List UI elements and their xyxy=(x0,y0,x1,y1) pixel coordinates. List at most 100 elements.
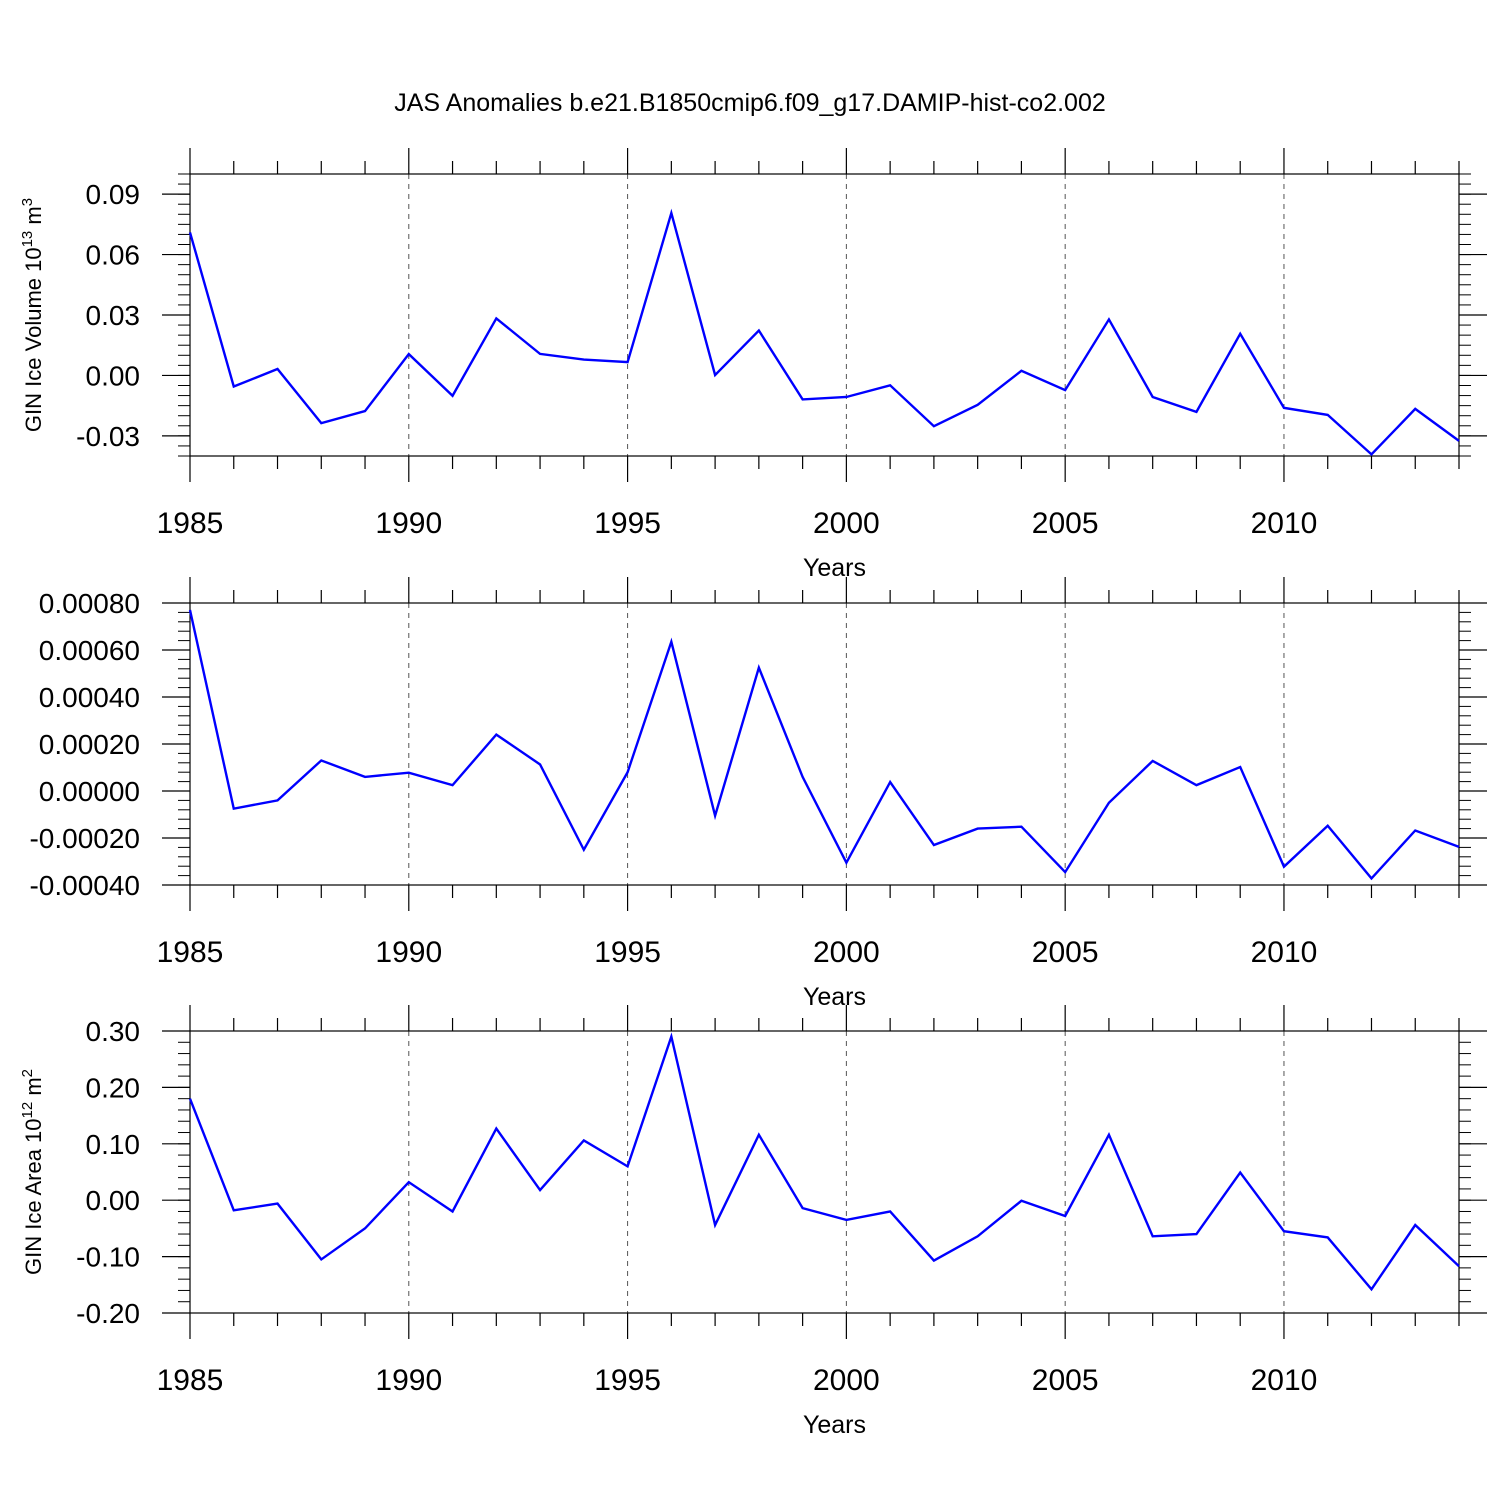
data-point xyxy=(277,368,279,370)
figure-title: JAS Anomalies b.e21.B1850cmip6.f09_g17.D… xyxy=(394,89,1106,117)
data-point xyxy=(933,1260,935,1262)
x-tick-label: 1995 xyxy=(594,1364,661,1397)
y-axis-unit-exponent: 12 xyxy=(19,1102,36,1119)
data-point xyxy=(364,1227,366,1229)
x-tick-label: 1995 xyxy=(594,936,661,969)
x-tick-label: 1990 xyxy=(375,1364,442,1397)
data-point xyxy=(1152,1235,1154,1237)
y-tick-label: 0.10 xyxy=(86,1129,141,1160)
x-tick-label: 2005 xyxy=(1032,1364,1099,1397)
data-point xyxy=(802,398,804,400)
y-tick-label: 0.00000 xyxy=(39,776,140,807)
data-point xyxy=(1458,1265,1460,1267)
data-point xyxy=(277,799,279,801)
y-axis-unit-base: m xyxy=(21,1077,46,1101)
data-point xyxy=(1239,766,1241,768)
data-point xyxy=(1195,784,1197,786)
data-point xyxy=(977,404,979,406)
data-point xyxy=(1064,389,1066,391)
data-point xyxy=(1108,1134,1110,1136)
data-point xyxy=(889,781,891,783)
data-point xyxy=(539,1189,541,1191)
data-point xyxy=(408,1181,410,1183)
data-point xyxy=(1414,1224,1416,1226)
data-point xyxy=(583,359,585,361)
data-point xyxy=(1458,440,1460,442)
data-point xyxy=(1064,1215,1066,1217)
data-point xyxy=(845,862,847,864)
data-point xyxy=(1458,846,1460,848)
x-axis-label: Years xyxy=(803,983,866,1011)
data-point xyxy=(1414,829,1416,831)
data-point xyxy=(1108,318,1110,320)
data-point xyxy=(845,1219,847,1221)
data-point xyxy=(1327,414,1329,416)
data-point xyxy=(1020,370,1022,372)
x-tick-label: 2010 xyxy=(1251,936,1318,969)
data-point xyxy=(1195,411,1197,413)
data-point xyxy=(802,1207,804,1209)
y-axis-unit-base: m xyxy=(21,206,46,230)
data-point xyxy=(933,844,935,846)
data-point xyxy=(1152,760,1154,762)
data-point xyxy=(189,231,191,233)
data-point xyxy=(1239,333,1241,335)
data-point xyxy=(320,759,322,761)
data-point xyxy=(1195,1233,1197,1235)
data-point xyxy=(627,1165,629,1167)
x-tick-label: 2005 xyxy=(1032,507,1099,540)
data-point xyxy=(977,1235,979,1237)
data-point xyxy=(758,330,760,332)
y-tick-label: -0.00040 xyxy=(29,870,140,901)
y-tick-label: 0.00 xyxy=(86,1185,141,1216)
data-point xyxy=(495,317,497,319)
x-tick-label: 1990 xyxy=(375,507,442,540)
panel-2: 1985 1990 1995 2000 2005 2010 Years -0.00040 -0.… xyxy=(29,577,1487,1011)
data-point xyxy=(583,849,585,851)
data-point xyxy=(452,395,454,397)
data-point xyxy=(714,815,716,817)
panel-1: 1985 1990 1995 2000 2005 2010 Years -0.03 0.00 0.… xyxy=(19,148,1487,582)
y-tick-label: 0.00040 xyxy=(39,682,140,713)
data-point xyxy=(539,763,541,765)
data-point xyxy=(408,772,410,774)
data-point xyxy=(1108,802,1110,804)
y-axis-unit-exponent: 3 xyxy=(19,198,36,206)
y-tick-label: -0.03 xyxy=(76,421,140,452)
data-point xyxy=(627,361,629,363)
data-point xyxy=(364,410,366,412)
data-point xyxy=(1283,407,1285,409)
y-axis-label-text: GIN Ice Area 10 xyxy=(21,1118,46,1275)
x-tick-label: 2005 xyxy=(1032,936,1099,969)
x-axis-label: Years xyxy=(803,1411,866,1439)
data-point xyxy=(1370,1288,1372,1290)
data-point xyxy=(627,771,629,773)
data-point xyxy=(189,609,191,611)
y-tick-label: 0.06 xyxy=(86,240,141,271)
x-tick-label: 1985 xyxy=(157,1364,224,1397)
data-point xyxy=(758,1134,760,1136)
data-point xyxy=(452,784,454,786)
data-point xyxy=(977,828,979,830)
y-tick-label: 0.09 xyxy=(86,179,141,210)
data-point xyxy=(758,667,760,669)
y-tick-label: 0.00060 xyxy=(39,635,140,666)
x-tick-label: 1995 xyxy=(594,507,661,540)
data-point xyxy=(933,425,935,427)
y-tick-label: -0.00020 xyxy=(29,823,140,854)
data-point xyxy=(889,1210,891,1212)
y-axis-label: GIN Ice Area 1012 m2 xyxy=(19,1069,46,1275)
data-point xyxy=(1414,408,1416,410)
data-point xyxy=(845,396,847,398)
data-point xyxy=(802,776,804,778)
y-axis-label-text: GIN Ice Volume 10 xyxy=(21,247,46,432)
data-point xyxy=(320,422,322,424)
data-point xyxy=(364,776,366,778)
series-line xyxy=(188,1032,1460,1292)
x-tick-label: 2010 xyxy=(1251,507,1318,540)
y-tick-label: 0.00 xyxy=(86,360,141,391)
y-axis-unit-exponent: 2 xyxy=(19,1069,36,1077)
panel-3: 1985 1990 1995 2000 2005 2010 Years -0.20 -0.10 0… xyxy=(19,1005,1487,1439)
